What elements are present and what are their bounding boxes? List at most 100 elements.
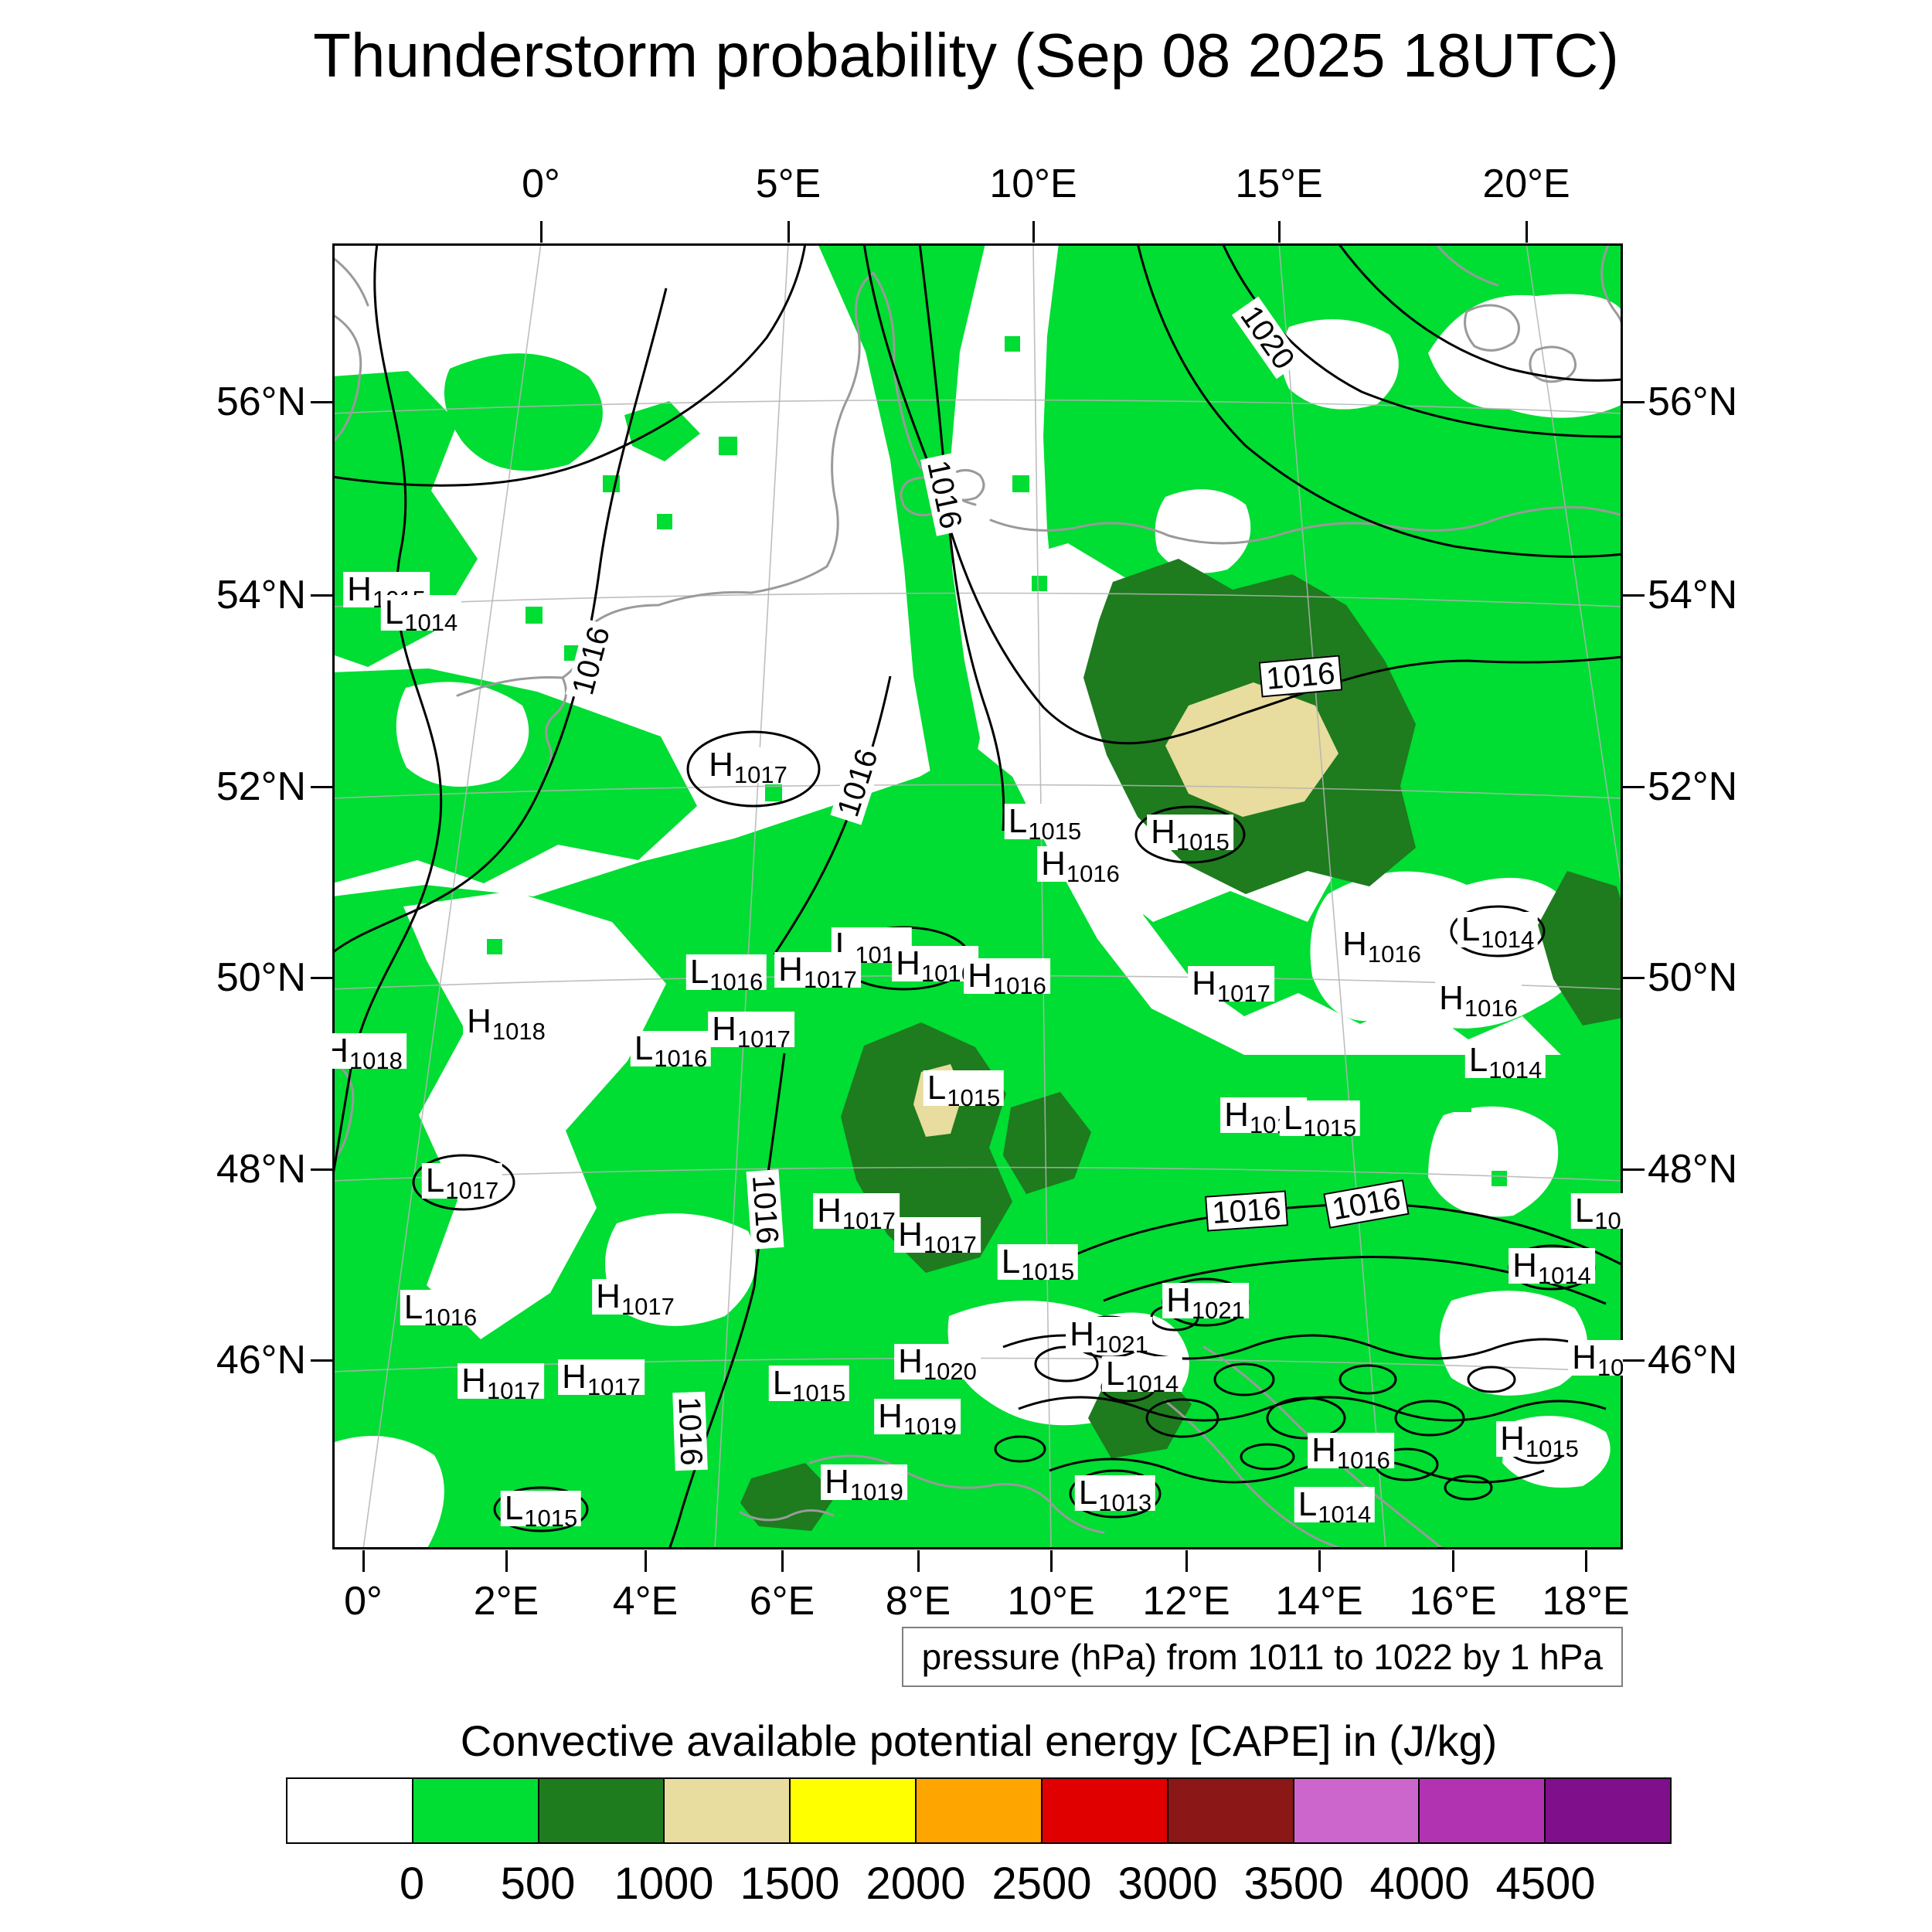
pressure-center-letter: L: [1298, 1485, 1318, 1523]
isobar: [1049, 1458, 1545, 1484]
low-cape-region: [1281, 319, 1399, 410]
pressure-center-value: 1017: [587, 1373, 641, 1400]
pressure-center-label: L1015: [500, 1491, 582, 1530]
contour-label: 1016: [1205, 1190, 1288, 1232]
colorbar-cell: [1040, 1777, 1168, 1844]
pressure-center-label: L1014: [1294, 1485, 1376, 1526]
low-cape-region: [1428, 1106, 1559, 1217]
pressure-center-value: 1016: [1336, 1447, 1390, 1474]
axis-tick: [1318, 1550, 1321, 1572]
pressure-center-label: H1017: [705, 747, 791, 787]
pressure-center-letter: L: [772, 1364, 792, 1402]
axis-tick: [1185, 1550, 1188, 1572]
pressure-center-letter: H: [1151, 813, 1175, 851]
pressure-legend-note: pressure (hPa) from 1011 to 1022 by 1 hP…: [901, 1627, 1623, 1687]
pressure-center-letter: H: [1041, 845, 1066, 883]
axis-label-lon-top: 0°: [522, 162, 560, 206]
colorbar-tick-label: 3500: [1243, 1859, 1344, 1909]
axis-tick: [787, 221, 790, 243]
colorbar-tick-label: 1500: [740, 1859, 840, 1909]
contour-label: 1016: [672, 1391, 709, 1471]
isobar: [686, 730, 821, 808]
pressure-center-value: 1015: [947, 1084, 1001, 1111]
contour-label: 1016: [1258, 655, 1343, 698]
pressure-center-letter: H: [817, 1192, 842, 1230]
isobar: [412, 1154, 515, 1211]
pressure-center-letter: L: [425, 1162, 445, 1199]
cape-region: [444, 353, 603, 471]
axis-label-lon-bottom: 10°E: [1007, 1579, 1095, 1624]
colorbar-tick-label: 2000: [866, 1859, 966, 1909]
axis-tick: [311, 977, 332, 979]
pressure-center-label: H1016: [964, 957, 1050, 998]
pressure-center-value: 1016: [423, 1304, 478, 1331]
pressure-center-letter: L: [1574, 1192, 1594, 1230]
pressure-center-label: H1016: [1435, 981, 1522, 1020]
colorbar-tick-label: 4000: [1369, 1859, 1470, 1909]
axis-label-lon-top: 20°E: [1482, 162, 1570, 206]
pressure-center-label: L1015: [1279, 1099, 1361, 1140]
axis-label-lat-right: 50°N: [1648, 955, 1738, 1000]
low-cape-region: [1155, 489, 1251, 573]
pressure-center-letter: H: [1070, 1315, 1094, 1353]
axis-label-lon-bottom: 0°: [344, 1579, 383, 1624]
cape-region: [818, 243, 985, 827]
pressure-center-value: 1018: [349, 1047, 403, 1074]
coastline: [808, 1454, 1105, 1534]
pressure-center-value: 1015: [1525, 1435, 1579, 1462]
pressure-center-letter: L: [927, 1069, 947, 1107]
colorbar-labels: 0 500 1000 1500 2000 2500 3000 3500 4000 4500: [286, 1858, 1672, 1920]
axis-label-lat-left: 46°N: [216, 1338, 306, 1383]
colorbar-cell: [1292, 1777, 1420, 1844]
axis-label-lon-top: 5°E: [755, 162, 821, 206]
colorbar: [286, 1777, 1672, 1844]
pressure-center-label: H1018: [463, 1004, 549, 1043]
pressure-center-label: H1017: [813, 1192, 900, 1233]
pressure-center-letter: H: [332, 1032, 349, 1070]
pressure-center-value: 1013: [1098, 1489, 1152, 1516]
axis-label-lon-top: 15°E: [1235, 162, 1323, 206]
isobar: [1444, 1475, 1493, 1501]
isobar: [918, 243, 1005, 832]
axis-tick: [1623, 1168, 1645, 1171]
pressure-center-label: H1014: [1509, 1248, 1595, 1287]
colorbar-title: Convective available potential energy [C…: [460, 1716, 1498, 1765]
pressure-center-letter: H: [778, 951, 803, 988]
pressure-center-label: H1018: [332, 1032, 406, 1073]
pressure-center-letter: H: [896, 944, 920, 982]
isobar: [493, 1486, 589, 1532]
cape-region: [624, 401, 700, 461]
contour-label: 1016: [1323, 1179, 1410, 1229]
colorbar-tick-label: 3000: [1117, 1859, 1218, 1909]
colorbar-cell: [915, 1777, 1043, 1844]
pressure-center-label: L1014: [1457, 912, 1539, 951]
pressure-center-letter: H: [1166, 1281, 1191, 1319]
pressure-center-label: H1019: [874, 1399, 961, 1438]
isobar: [773, 675, 892, 955]
graticule-layer: [332, 243, 1623, 1549]
pressure-center-letter: H: [968, 957, 992, 995]
pressure-center-letter: H: [1572, 1338, 1597, 1376]
pressure-center-label: H1017: [592, 1279, 679, 1318]
pressure-center-value: 1019: [849, 1478, 903, 1505]
pressure-center-label: H1017: [457, 1363, 544, 1403]
pressure-center-value: 1021: [1191, 1297, 1245, 1324]
isobar: [332, 243, 443, 1179]
pressure-center-letter: L: [1283, 1099, 1303, 1137]
pressure-center-letter: H: [898, 1342, 923, 1380]
coastline: [332, 256, 369, 307]
axis-tick: [311, 786, 332, 788]
pressure-center-value: 1017: [445, 1177, 499, 1204]
pressure-center-label: L1016: [400, 1290, 481, 1329]
axis-tick: [1585, 1550, 1587, 1572]
cape-500-region: [740, 1463, 836, 1531]
chart-title: Thunderstorm probability (Sep 08 2025 18…: [313, 21, 1619, 90]
colorbar-tick-label: 4500: [1495, 1859, 1596, 1909]
isobar: [1450, 905, 1546, 957]
pressure-center-label: H1015: [1496, 1421, 1583, 1461]
axis-tick: [362, 1550, 365, 1572]
coastline: [1464, 304, 1520, 352]
axis-label-lon-bottom: 16°E: [1409, 1579, 1497, 1624]
pressure-center-label: L1014: [380, 595, 462, 634]
